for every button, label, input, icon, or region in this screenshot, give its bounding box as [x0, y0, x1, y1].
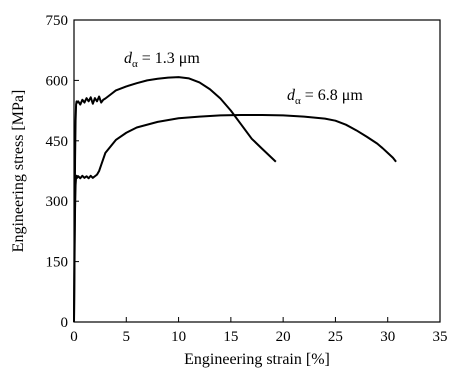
y-axis-ticks: 0 150 300 450 600 750: [46, 13, 79, 331]
y-tick-label: 0: [61, 315, 69, 331]
series-layer: [73, 76, 397, 323]
x-tick-label: 10: [171, 329, 186, 345]
annotation-d-1.3: dα = 1.3 μm: [124, 50, 200, 70]
y-tick-label: 300: [46, 194, 69, 210]
x-tick-label: 25: [328, 329, 343, 345]
x-axis-ticks: 0 5 10 15 20 25 30 35: [70, 317, 448, 345]
x-tick-label: 35: [433, 329, 448, 345]
annotation-d-6.8: dα = 6.8 μm: [287, 87, 363, 107]
y-tick-label: 600: [46, 73, 69, 89]
series-line-d1.3: [73, 76, 277, 323]
y-tick-label: 450: [46, 134, 69, 150]
x-tick-label: 30: [380, 329, 395, 345]
y-tick-label: 750: [46, 13, 69, 29]
y-tick-label: 150: [46, 255, 69, 271]
x-tick-label: 5: [123, 329, 131, 345]
x-axis-title: Engineering strain [%]: [184, 351, 330, 368]
x-tick-label: 15: [223, 329, 238, 345]
x-tick-label: 20: [276, 329, 291, 345]
y-axis-title: Engineering stress [MPa]: [10, 90, 27, 253]
x-tick-label: 0: [70, 329, 78, 345]
series-line-d6.8: [73, 114, 397, 323]
